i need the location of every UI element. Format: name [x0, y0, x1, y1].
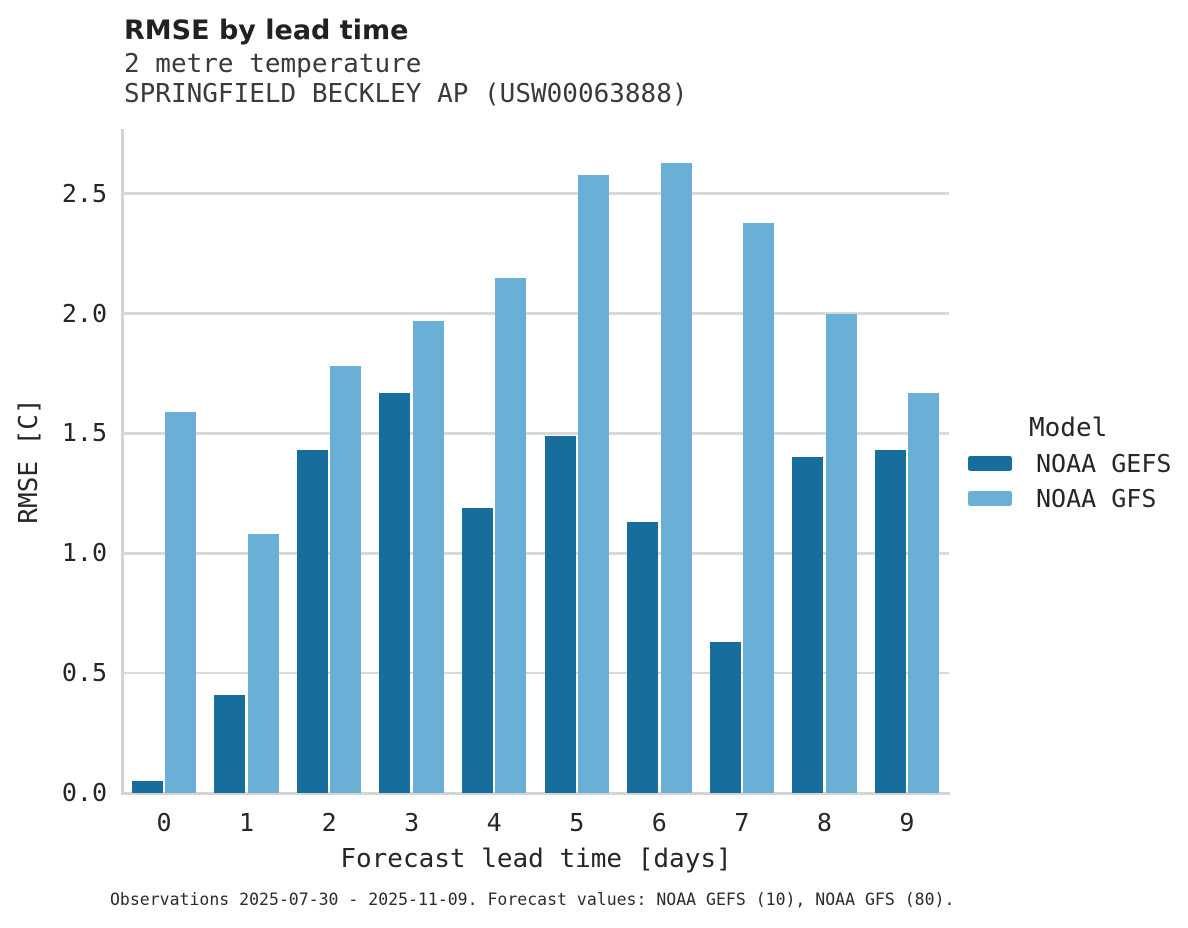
bar-noaa-gefs-day-3 — [379, 392, 411, 793]
x-tick-label-4: 4 — [486, 808, 502, 837]
bar-noaa-gefs-day-1 — [214, 694, 246, 793]
y-tick-label-1.5: 1.5 — [61, 418, 107, 448]
x-tick-label-1: 1 — [239, 808, 255, 837]
bar-noaa-gfs-day-5 — [577, 174, 609, 793]
y-tick-label-0.5: 0.5 — [61, 658, 107, 688]
bar-noaa-gefs-day-4 — [462, 507, 493, 793]
legend: Model NOAA GEFS NOAA GFS — [968, 412, 1171, 516]
legend-entry-noaa-gefs: NOAA GEFS — [968, 446, 1171, 481]
bar-noaa-gefs-day-6 — [627, 522, 659, 793]
legend-entry-noaa-gfs: NOAA GFS — [968, 481, 1171, 516]
x-tick-label-5: 5 — [569, 808, 585, 837]
x-tick-label-3: 3 — [404, 808, 420, 837]
bar-noaa-gfs-day-1 — [247, 534, 279, 793]
y-tick-label-2.5: 2.5 — [61, 178, 107, 208]
bar-noaa-gefs-day-9 — [874, 450, 906, 793]
bar-noaa-gfs-day-8 — [825, 313, 857, 793]
x-tick-label-2: 2 — [321, 808, 337, 837]
legend-swatch-noaa-gefs — [968, 456, 1012, 471]
bar-noaa-gefs-day-0 — [131, 781, 163, 793]
footer-note: Observations 2025-07-30 - 2025-11-09. Fo… — [110, 890, 955, 909]
gridline-2.5 — [123, 192, 949, 195]
x-axis-spine — [121, 791, 950, 795]
bar-noaa-gfs-day-7 — [743, 222, 775, 793]
x-tick-label-9: 9 — [899, 808, 915, 837]
x-tick-label-0: 0 — [156, 808, 172, 837]
bar-noaa-gfs-day-2 — [330, 366, 362, 793]
y-axis-label: RMSE [C] — [14, 398, 44, 524]
x-tick-label-7: 7 — [734, 808, 750, 837]
bar-noaa-gefs-day-8 — [792, 457, 824, 793]
gridline-2 — [123, 312, 949, 315]
bar-noaa-gfs-day-0 — [165, 411, 197, 793]
legend-label-noaa-gfs: NOAA GFS — [1036, 484, 1157, 513]
chart-subtitle: 2 metre temperature SPRINGFIELD BECKLEY … — [124, 49, 688, 109]
plot-area — [123, 129, 949, 793]
bar-noaa-gefs-day-2 — [296, 450, 328, 793]
legend-label-noaa-gefs: NOAA GEFS — [1036, 449, 1172, 478]
gridline-1.5 — [123, 432, 949, 435]
y-tick-label-1.0: 1.0 — [61, 538, 107, 568]
subtitle-variable: 2 metre temperature — [124, 49, 422, 79]
gridline-0.5 — [123, 671, 949, 675]
x-axis-label: Forecast lead time [days] — [340, 844, 732, 874]
y-tick-label-0.0: 0.0 — [61, 778, 107, 807]
bar-noaa-gfs-day-4 — [495, 277, 527, 793]
legend-swatch-noaa-gfs — [968, 491, 1012, 506]
bar-noaa-gefs-day-7 — [709, 641, 741, 793]
bar-noaa-gfs-day-3 — [412, 320, 444, 793]
bar-noaa-gefs-day-5 — [544, 435, 576, 793]
y-tick-label-2.0: 2.0 — [61, 298, 107, 328]
chart-title: RMSE by lead time — [124, 15, 409, 46]
x-tick-label-6: 6 — [651, 808, 667, 837]
x-tick-label-8: 8 — [816, 808, 832, 837]
subtitle-station: SPRINGFIELD BECKLEY AP (USW00063888) — [124, 79, 688, 109]
y-axis-spine — [121, 129, 124, 795]
bar-noaa-gfs-day-9 — [908, 392, 940, 793]
legend-title: Model — [1029, 413, 1108, 443]
gridline-1 — [123, 552, 949, 555]
bar-noaa-gfs-day-6 — [660, 162, 692, 793]
